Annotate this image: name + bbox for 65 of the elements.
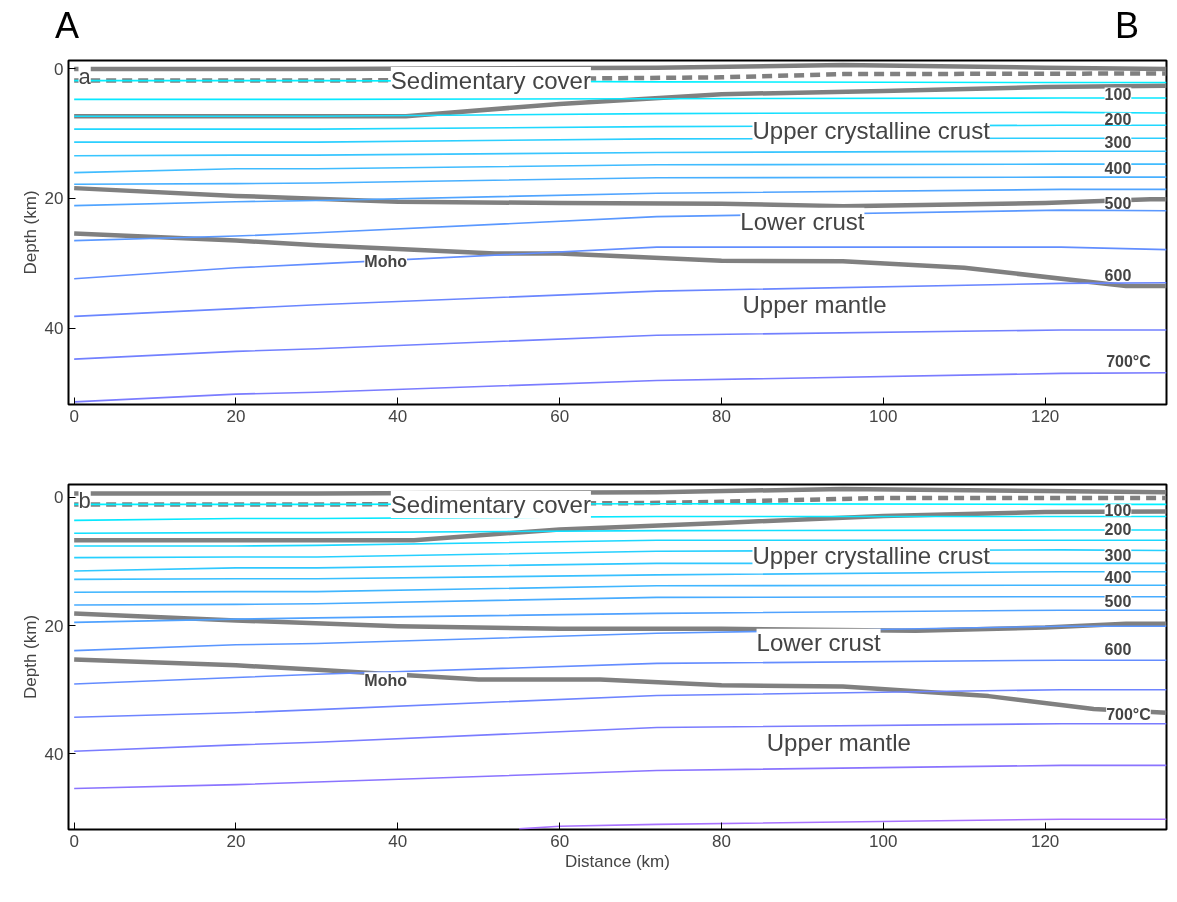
x-tick-label: 120 xyxy=(1030,831,1060,851)
annotation: Upper mantle xyxy=(742,291,887,319)
x-tick-label: 20 xyxy=(226,831,246,851)
annotation: Sedimentary cover xyxy=(390,490,591,518)
x-tick-label: 100 xyxy=(869,406,898,426)
annotation: 100 xyxy=(1104,85,1132,103)
x-tick-label: 80 xyxy=(712,831,731,851)
x-tick-label: 60 xyxy=(550,831,570,851)
line-series xyxy=(73,584,1167,594)
annotation: 600 xyxy=(1104,640,1132,658)
annotation: 500 xyxy=(1104,195,1132,213)
annotation: 200 xyxy=(1104,521,1132,539)
chart-title: a xyxy=(78,63,92,89)
line-series xyxy=(73,764,1167,790)
x-tick-label: 0 xyxy=(69,831,79,851)
line-series xyxy=(73,570,1167,581)
x-tick-label: 40 xyxy=(388,406,408,426)
annotation: Moho xyxy=(364,672,408,690)
annotation: 700°C xyxy=(1106,705,1152,723)
line-series xyxy=(518,818,1167,830)
line-series xyxy=(73,246,1167,280)
line-series xyxy=(73,609,1167,624)
annotation: 400 xyxy=(1104,160,1132,178)
y-axis-title: Depth (km) xyxy=(20,614,40,700)
annotation: 300 xyxy=(1104,134,1132,152)
chart-title: b xyxy=(78,487,91,513)
x-tick-label: 40 xyxy=(388,831,408,851)
annotation: 700°C xyxy=(1106,353,1152,371)
annotation: Upper crystalline crust xyxy=(752,116,991,144)
annotation: 500 xyxy=(1104,592,1132,610)
line-series xyxy=(73,659,1167,685)
annotation: Sedimentary cover xyxy=(390,67,591,95)
text: B xyxy=(1115,5,1140,47)
annotation: 200 xyxy=(1104,110,1132,128)
y-tick-label: 40 xyxy=(44,319,64,339)
line-series xyxy=(71,231,1167,289)
y-tick-label: 20 xyxy=(44,616,64,636)
x-tick-label: 0 xyxy=(69,406,79,426)
x-tick-label: 100 xyxy=(869,831,898,851)
x-tick-label: 80 xyxy=(712,406,731,426)
x-axis-title: Distance (km) xyxy=(565,851,670,871)
y-tick-label: 0 xyxy=(54,59,64,79)
y-tick-label: 20 xyxy=(44,189,64,209)
y-tick-label: 40 xyxy=(44,744,64,764)
annotation: Moho xyxy=(364,252,408,270)
y-tick-label: 0 xyxy=(54,488,64,508)
line-series xyxy=(73,176,1167,186)
annotation: Upper crystalline crust xyxy=(752,541,991,569)
annotation: 100 xyxy=(1104,502,1132,520)
x-tick-label: 120 xyxy=(1030,406,1060,426)
line-series xyxy=(73,371,1167,403)
annotation: 300 xyxy=(1104,547,1132,565)
y-axis-title: Depth (km) xyxy=(20,190,40,275)
annotation: 400 xyxy=(1104,568,1132,586)
annotation: Upper mantle xyxy=(766,729,911,757)
line-series xyxy=(73,281,1167,318)
annotation: Lower crust xyxy=(756,628,881,656)
text: A xyxy=(55,5,80,47)
line-series xyxy=(73,595,1167,606)
line-series xyxy=(73,163,1167,174)
line-series xyxy=(73,688,1167,719)
x-tick-label: 60 xyxy=(550,406,570,426)
annotation: 600 xyxy=(1104,266,1132,284)
annotation: Lower crust xyxy=(740,207,865,235)
x-tick-label: 20 xyxy=(226,406,246,426)
